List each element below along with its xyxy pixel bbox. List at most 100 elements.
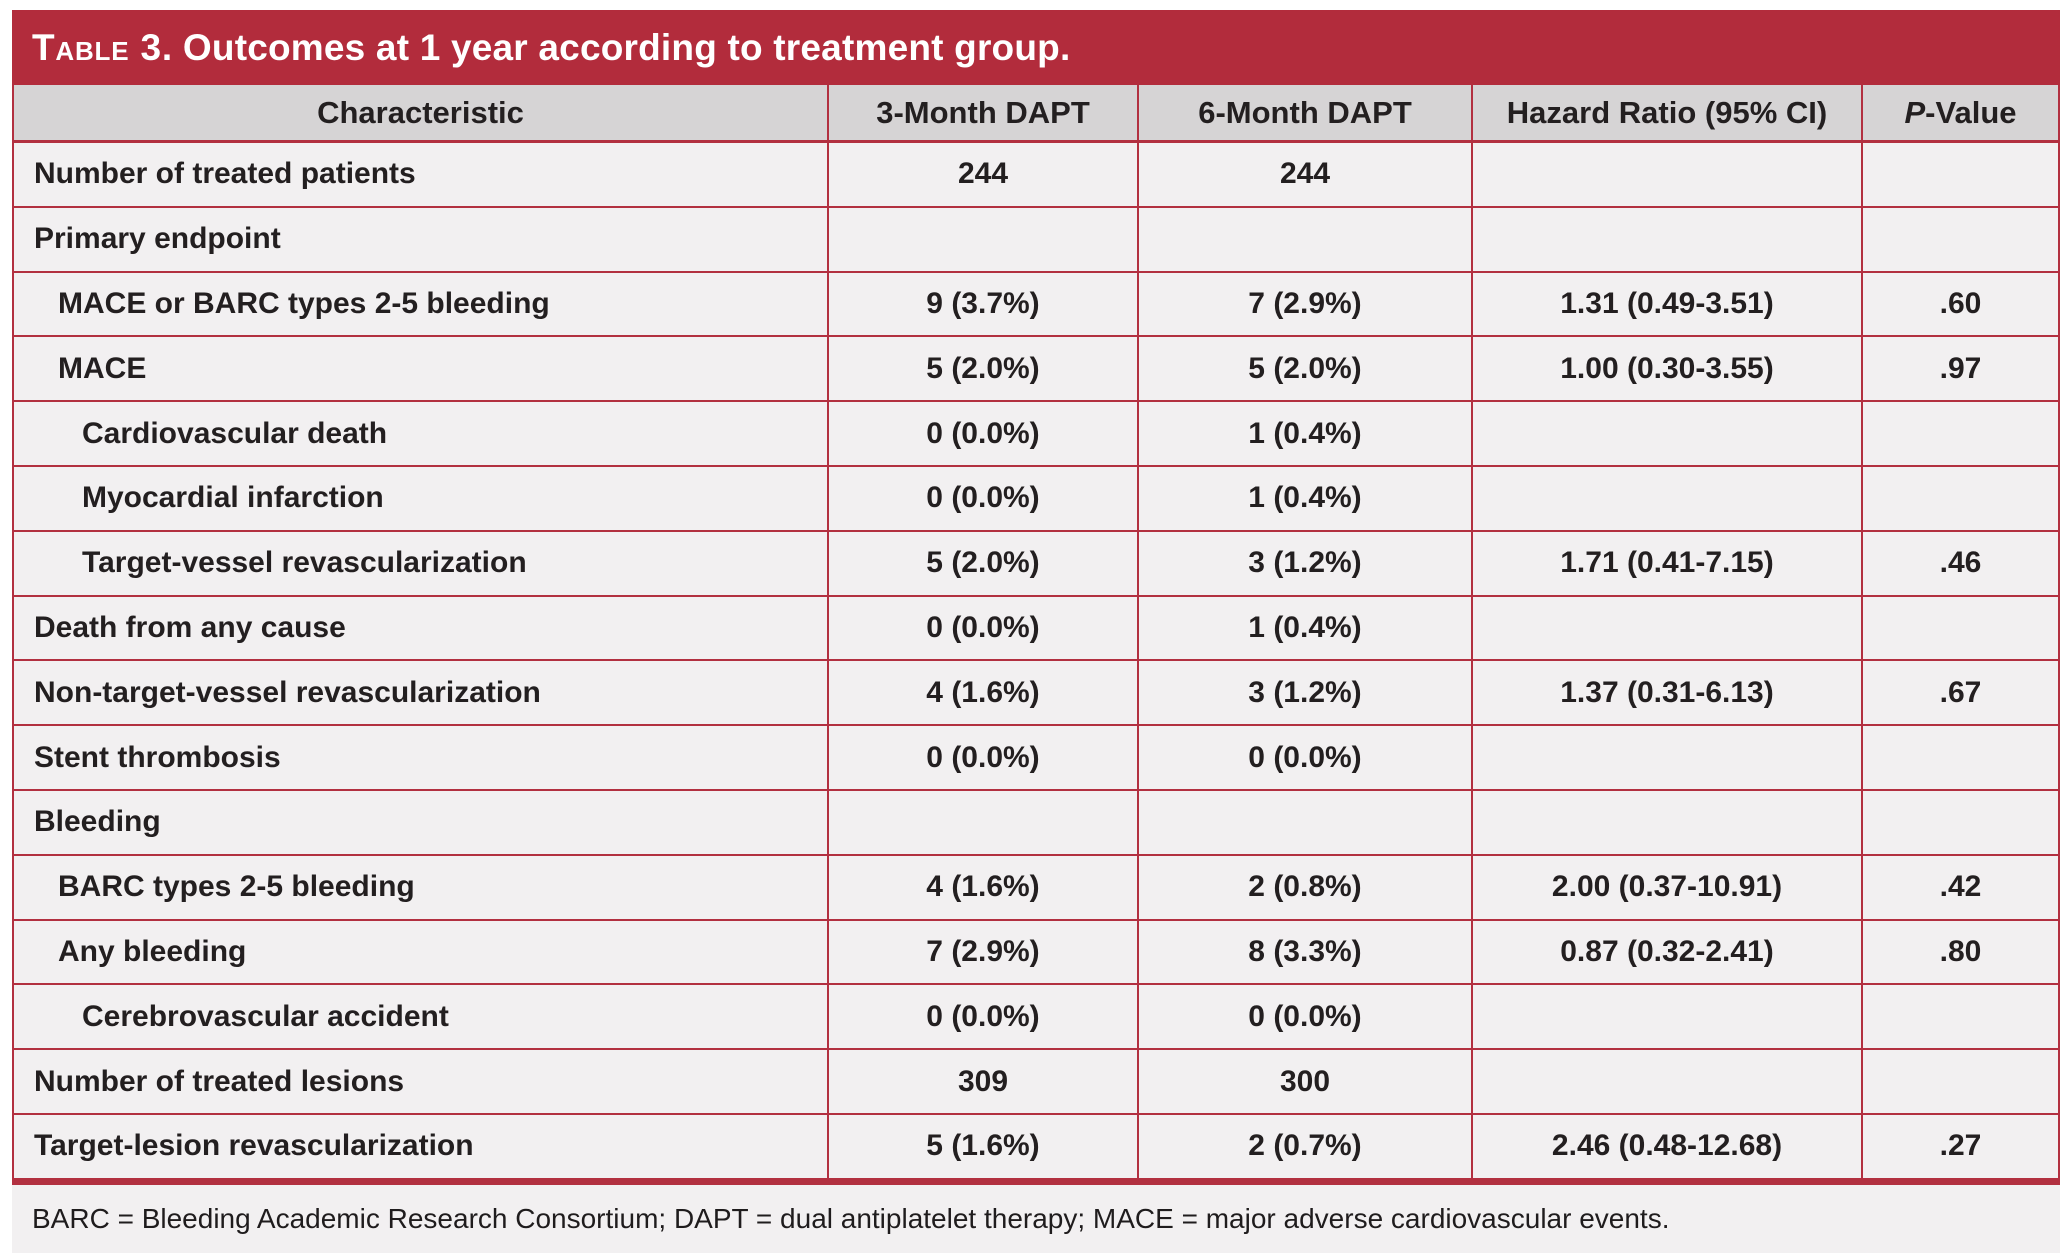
value-cell-3month: 244	[829, 143, 1139, 208]
value-cell-p-value: .42	[1863, 855, 2058, 921]
table-row: Target-lesion revascularization 5 (1.6%)…	[14, 1114, 2058, 1180]
row-label-cell: Bleeding	[14, 790, 829, 856]
value-cell-3month: 5 (2.0%)	[829, 337, 1139, 403]
value-cell-6month: 1 (0.4%)	[1139, 402, 1473, 467]
table-number-label: Table 3.	[32, 26, 173, 68]
table-row: Cerebrovascular accident 0 (0.0%) 0 (0.0…	[14, 985, 2058, 1051]
value-cell-3month: 0 (0.0%)	[829, 466, 1139, 532]
table-row: Bleeding	[14, 790, 2058, 856]
header-characteristic: Characteristic	[14, 85, 829, 143]
value-cell-6month: 7 (2.9%)	[1139, 272, 1473, 338]
table-row: Death from any cause 0 (0.0%) 1 (0.4%)	[14, 596, 2058, 662]
value-cell-p-value	[1863, 726, 2058, 791]
value-cell-3month	[829, 790, 1139, 856]
value-cell-p-value	[1863, 466, 2058, 532]
row-label-cell: BARC types 2-5 bleeding	[14, 855, 829, 921]
value-cell-3month: 0 (0.0%)	[829, 726, 1139, 791]
value-cell-3month: 4 (1.6%)	[829, 855, 1139, 921]
value-cell-p-value	[1863, 596, 2058, 662]
value-cell-6month: 1 (0.4%)	[1139, 596, 1473, 662]
value-cell-6month: 0 (0.0%)	[1139, 985, 1473, 1051]
value-cell-6month: 3 (1.2%)	[1139, 531, 1473, 597]
value-cell-hazard-ratio: 1.31 (0.49-3.51)	[1473, 272, 1863, 338]
value-cell-p-value: .67	[1863, 661, 2058, 727]
p-value-italic-p: P	[1904, 94, 1926, 130]
table-row: Target-vessel revascularization 5 (2.0%)…	[14, 531, 2058, 597]
table-row: Myocardial infarction 0 (0.0%) 1 (0.4%)	[14, 466, 2058, 532]
table-row: Number of treated patients 244 244	[14, 143, 2058, 208]
header-p-value: P -Value	[1863, 85, 2058, 143]
header-6month-dapt: 6-Month DAPT	[1139, 85, 1473, 143]
value-cell-3month: 0 (0.0%)	[829, 985, 1139, 1051]
value-cell-3month: 4 (1.6%)	[829, 661, 1139, 727]
row-label-cell: Cerebrovascular accident	[14, 985, 829, 1051]
value-cell-6month: 300	[1139, 1050, 1473, 1115]
table-row: Primary endpoint	[14, 207, 2058, 273]
value-cell-hazard-ratio: 2.46 (0.48-12.68)	[1473, 1114, 1863, 1180]
table-body-wrap: Characteristic 3-Month DAPT 6-Month DAPT…	[12, 85, 2060, 1180]
value-cell-6month	[1139, 207, 1473, 273]
table-title-text: Outcomes at 1 year according to treatmen…	[182, 26, 1071, 68]
table-title-bar: Table 3. Outcomes at 1 year according to…	[12, 10, 2060, 85]
value-cell-3month: 9 (3.7%)	[829, 272, 1139, 338]
value-cell-hazard-ratio: 2.00 (0.37-10.91)	[1473, 855, 1863, 921]
row-label-cell: Number of treated patients	[14, 143, 829, 208]
value-cell-hazard-ratio: 1.37 (0.31-6.13)	[1473, 661, 1863, 727]
row-label-cell: Non-target-vessel revascularization	[14, 661, 829, 727]
value-cell-p-value: .80	[1863, 920, 2058, 986]
row-label-cell: Target-lesion revascularization	[14, 1114, 829, 1180]
value-cell-6month	[1139, 790, 1473, 856]
table-rows: Number of treated patients 244 244 Prima…	[14, 143, 2058, 1180]
table-row: Stent thrombosis 0 (0.0%) 0 (0.0%)	[14, 726, 2058, 791]
value-cell-hazard-ratio: 1.71 (0.41-7.15)	[1473, 531, 1863, 597]
value-cell-6month: 2 (0.7%)	[1139, 1114, 1473, 1180]
row-label-cell: Cardiovascular death	[14, 402, 829, 467]
value-cell-p-value: .27	[1863, 1114, 2058, 1180]
footnote-divider	[12, 1179, 2060, 1185]
row-label-cell: Target-vessel revascularization	[14, 531, 829, 597]
value-cell-p-value	[1863, 143, 2058, 208]
value-cell-6month: 1 (0.4%)	[1139, 466, 1473, 532]
table-row: MACE or BARC types 2-5 bleeding 9 (3.7%)…	[14, 272, 2058, 338]
value-cell-p-value	[1863, 402, 2058, 467]
value-cell-hazard-ratio	[1473, 207, 1863, 273]
value-cell-hazard-ratio	[1473, 726, 1863, 791]
value-cell-hazard-ratio	[1473, 1050, 1863, 1115]
value-cell-6month: 244	[1139, 143, 1473, 208]
table-row: Cardiovascular death 0 (0.0%) 1 (0.4%)	[14, 402, 2058, 467]
value-cell-hazard-ratio: 1.00 (0.30-3.55)	[1473, 337, 1863, 403]
table-row: MACE 5 (2.0%) 5 (2.0%) 1.00 (0.30-3.55) …	[14, 337, 2058, 403]
value-cell-6month: 0 (0.0%)	[1139, 726, 1473, 791]
value-cell-p-value	[1863, 207, 2058, 273]
value-cell-3month: 0 (0.0%)	[829, 596, 1139, 662]
outcomes-table: Table 3. Outcomes at 1 year according to…	[12, 10, 2060, 1253]
row-label-cell: Death from any cause	[14, 596, 829, 662]
row-label-cell: MACE or BARC types 2-5 bleeding	[14, 272, 829, 338]
value-cell-6month: 2 (0.8%)	[1139, 855, 1473, 921]
row-label-cell: MACE	[14, 337, 829, 403]
table-row: Non-target-vessel revascularization 4 (1…	[14, 661, 2058, 727]
row-label-cell: Number of treated lesions	[14, 1050, 829, 1115]
value-cell-p-value	[1863, 985, 2058, 1051]
value-cell-p-value: .60	[1863, 272, 2058, 338]
value-cell-hazard-ratio	[1473, 143, 1863, 208]
value-cell-hazard-ratio	[1473, 790, 1863, 856]
row-label-cell: Stent thrombosis	[14, 726, 829, 791]
value-cell-6month: 8 (3.3%)	[1139, 920, 1473, 986]
table-row: BARC types 2-5 bleeding 4 (1.6%) 2 (0.8%…	[14, 855, 2058, 921]
value-cell-3month: 5 (1.6%)	[829, 1114, 1139, 1180]
value-cell-hazard-ratio	[1473, 466, 1863, 532]
table-row: Number of treated lesions 309 300	[14, 1050, 2058, 1115]
value-cell-p-value: .46	[1863, 531, 2058, 597]
value-cell-6month: 3 (1.2%)	[1139, 661, 1473, 727]
table-footnote: BARC = Bleeding Academic Research Consor…	[12, 1184, 2060, 1253]
value-cell-3month: 0 (0.0%)	[829, 402, 1139, 467]
header-hazard-ratio: Hazard Ratio (95% CI)	[1473, 85, 1863, 143]
row-label-cell: Myocardial infarction	[14, 466, 829, 532]
value-cell-3month: 5 (2.0%)	[829, 531, 1139, 597]
value-cell-3month: 309	[829, 1050, 1139, 1115]
value-cell-hazard-ratio	[1473, 402, 1863, 467]
table-header-row: Characteristic 3-Month DAPT 6-Month DAPT…	[14, 85, 2058, 143]
value-cell-hazard-ratio: 0.87 (0.32-2.41)	[1473, 920, 1863, 986]
value-cell-3month: 7 (2.9%)	[829, 920, 1139, 986]
